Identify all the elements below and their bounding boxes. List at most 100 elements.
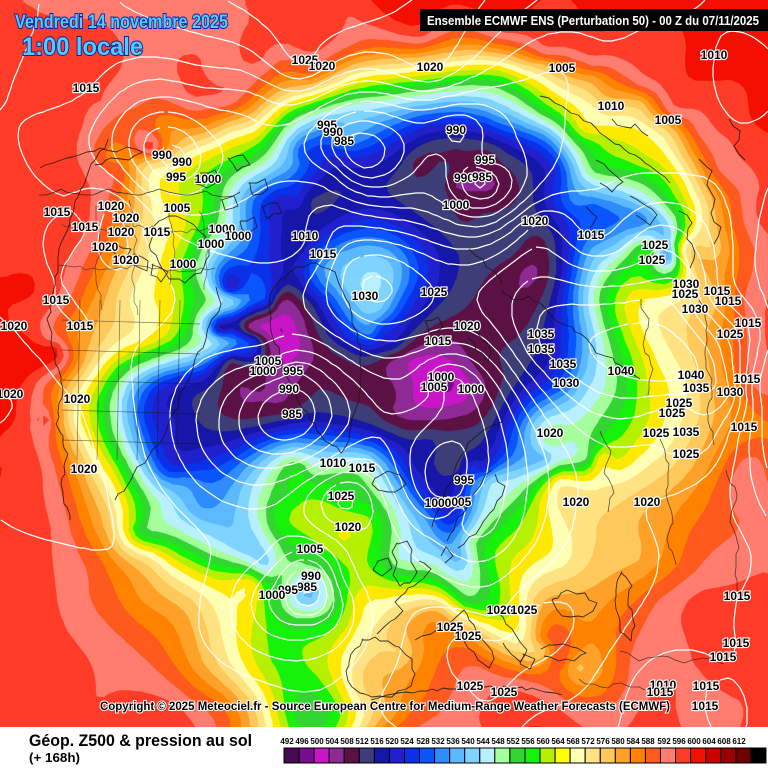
svg-text:1020: 1020 (71, 462, 98, 476)
svg-text:995: 995 (317, 118, 337, 132)
svg-text:1025: 1025 (511, 603, 538, 617)
svg-text:560: 560 (536, 737, 550, 746)
svg-text:1000: 1000 (195, 172, 222, 186)
svg-text:1000: 1000 (170, 257, 197, 271)
svg-text:1015: 1015 (693, 679, 720, 693)
svg-text:1005: 1005 (549, 61, 576, 75)
svg-text:1020: 1020 (522, 214, 549, 228)
svg-text:1030: 1030 (352, 289, 379, 303)
svg-text:990: 990 (279, 382, 299, 396)
svg-text:524: 524 (400, 737, 414, 746)
svg-text:1015: 1015 (44, 205, 71, 219)
svg-text:1020: 1020 (335, 520, 362, 534)
svg-text:1015: 1015 (43, 293, 70, 307)
svg-text:532: 532 (431, 737, 445, 746)
svg-text:592: 592 (657, 737, 671, 746)
svg-text:Vendredi 14 novembre 2025: Vendredi 14 novembre 2025 (15, 12, 228, 33)
svg-text:520: 520 (385, 737, 399, 746)
svg-text:1025: 1025 (457, 679, 484, 693)
svg-text:1020: 1020 (1, 319, 28, 333)
svg-text:1000: 1000 (428, 370, 455, 384)
svg-text:544: 544 (476, 737, 490, 746)
svg-text:492: 492 (280, 737, 294, 746)
svg-text:1025: 1025 (437, 620, 464, 634)
svg-text:572: 572 (581, 737, 595, 746)
svg-text:1015: 1015 (73, 81, 100, 95)
svg-text:540: 540 (461, 737, 475, 746)
svg-text:1030: 1030 (673, 277, 700, 291)
svg-text:512: 512 (355, 737, 369, 746)
svg-text:1030: 1030 (682, 302, 709, 316)
svg-text:528: 528 (416, 737, 430, 746)
svg-text:1015: 1015 (578, 228, 605, 242)
svg-text:1035: 1035 (673, 425, 700, 439)
svg-text:1025: 1025 (328, 489, 355, 503)
svg-text:1030: 1030 (553, 376, 580, 390)
svg-text:1025: 1025 (639, 253, 666, 267)
svg-text:1000: 1000 (209, 222, 236, 236)
svg-text:604: 604 (702, 737, 716, 746)
svg-text:1015: 1015 (349, 461, 376, 475)
svg-text:588: 588 (641, 737, 655, 746)
svg-text:1020: 1020 (309, 59, 336, 73)
svg-text:1020: 1020 (113, 253, 140, 267)
svg-text:1015: 1015 (692, 699, 719, 713)
svg-text:1025: 1025 (642, 238, 669, 252)
svg-text:985: 985 (472, 170, 492, 184)
svg-text:1000: 1000 (443, 198, 470, 212)
svg-text:1030: 1030 (717, 385, 744, 399)
svg-text:1015: 1015 (735, 316, 762, 330)
svg-text:1005: 1005 (255, 354, 282, 368)
svg-text:500: 500 (310, 737, 324, 746)
svg-text:1010: 1010 (598, 99, 625, 113)
svg-text:1025: 1025 (455, 629, 482, 643)
svg-text:1000: 1000 (425, 496, 452, 510)
svg-text:612: 612 (732, 737, 746, 746)
svg-text:1:00 locale: 1:00 locale (22, 33, 143, 61)
svg-text:1025: 1025 (292, 53, 319, 67)
svg-text:Copyright © 2025 Meteociel.fr: Copyright © 2025 Meteociel.fr - Source E… (100, 701, 670, 713)
svg-text:552: 552 (506, 737, 520, 746)
svg-text:1020: 1020 (113, 211, 140, 225)
svg-text:1025: 1025 (673, 447, 700, 461)
svg-text:1035: 1035 (528, 342, 555, 356)
svg-text:1005: 1005 (655, 113, 682, 127)
svg-text:1005: 1005 (164, 201, 191, 215)
svg-text:1000: 1000 (259, 588, 286, 602)
svg-text:556: 556 (521, 737, 535, 746)
svg-text:1015: 1015 (710, 650, 737, 664)
svg-text:516: 516 (370, 737, 384, 746)
svg-text:1025: 1025 (643, 426, 670, 440)
svg-text:1015: 1015 (734, 372, 761, 386)
svg-text:1035: 1035 (528, 327, 555, 341)
svg-text:995: 995 (475, 153, 495, 167)
svg-text:990: 990 (172, 155, 192, 169)
svg-text:990: 990 (301, 569, 321, 583)
svg-text:1000: 1000 (225, 229, 252, 243)
svg-text:1015: 1015 (731, 420, 758, 434)
svg-text:1040: 1040 (678, 368, 705, 382)
svg-text:1020: 1020 (0, 387, 24, 401)
svg-text:1035: 1035 (683, 381, 710, 395)
svg-text:1000: 1000 (458, 382, 485, 396)
svg-text:596: 596 (672, 737, 686, 746)
svg-text:1005: 1005 (421, 380, 448, 394)
svg-text:1020: 1020 (64, 392, 91, 406)
svg-text:508: 508 (340, 737, 354, 746)
svg-text:990: 990 (323, 125, 343, 139)
svg-text:536: 536 (446, 737, 460, 746)
svg-text:576: 576 (596, 737, 610, 746)
svg-text:1020: 1020 (98, 199, 125, 213)
svg-text:1020: 1020 (537, 426, 564, 440)
svg-text:1015: 1015 (723, 636, 750, 650)
svg-text:1020: 1020 (563, 495, 590, 509)
svg-text:1040: 1040 (608, 364, 635, 378)
svg-text:Ensemble ECMWF ENS (Perturbat: Ensemble ECMWF ENS (Perturbation 50) - 0… (427, 14, 759, 28)
svg-text:990: 990 (446, 123, 466, 137)
svg-text:608: 608 (717, 737, 731, 746)
svg-text:(+ 168h): (+ 168h) (29, 751, 80, 765)
svg-text:995: 995 (278, 583, 298, 597)
svg-text:1015: 1015 (67, 319, 94, 333)
svg-text:568: 568 (566, 737, 580, 746)
svg-text:584: 584 (626, 737, 640, 746)
